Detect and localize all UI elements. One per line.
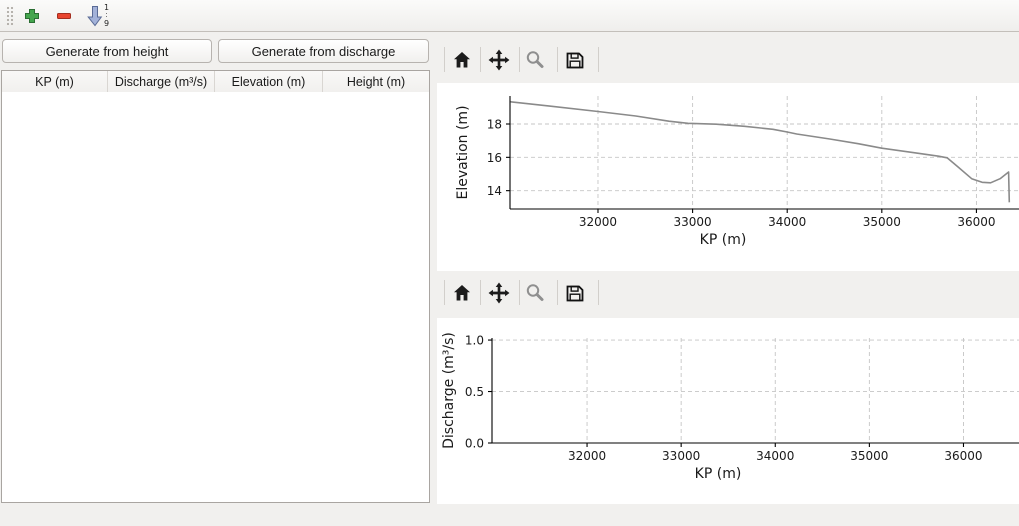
svg-text:33000: 33000 [674, 215, 712, 229]
separator [444, 47, 445, 72]
table-header-row: KP (m) Discharge (m³/s) Elevation (m) He… [2, 71, 429, 93]
plot2-pan-button[interactable] [485, 279, 512, 306]
sort-rows-button[interactable]: 1 9 [82, 2, 114, 29]
sort-digit-bottom: 9 [103, 18, 110, 28]
svg-text:35000: 35000 [850, 449, 888, 463]
separator [480, 280, 481, 305]
separator [557, 47, 558, 72]
home-icon [453, 51, 470, 67]
discharge-chart[interactable]: 32000 33000 34000 35000 36000 0.0 0.5 1.0 KP (m)… [437, 318, 1019, 504]
elevation-chart[interactable]: 32000 33000 34000 35000 36000 14 16 18 KP (m) Ele… [437, 83, 1019, 271]
plot2-zoom-button[interactable] [521, 279, 548, 306]
svg-text:36000: 36000 [957, 215, 995, 229]
points-table[interactable]: KP (m) Discharge (m³/s) Elevation (m) He… [1, 70, 430, 503]
save-icon [566, 285, 583, 301]
table-body-empty[interactable] [2, 92, 429, 502]
save-icon [566, 52, 583, 68]
plus-icon [24, 8, 39, 23]
toolbar-drag-handle[interactable] [5, 5, 14, 26]
svg-text:34000: 34000 [768, 215, 806, 229]
svg-text:KP (m): KP (m) [695, 466, 742, 482]
sort-numeric-icon [87, 5, 103, 26]
svg-text:32000: 32000 [568, 449, 606, 463]
svg-text:14: 14 [487, 184, 502, 198]
svg-text:18: 18 [487, 118, 502, 132]
generate-from-height-button[interactable]: Generate from height [2, 39, 212, 63]
plot1-home-button[interactable] [448, 46, 475, 73]
separator [444, 280, 445, 305]
pan-icon [488, 282, 509, 303]
home-icon [453, 284, 470, 300]
svg-text:1.0: 1.0 [465, 334, 484, 348]
svg-text:33000: 33000 [662, 449, 700, 463]
svg-text:0.0: 0.0 [465, 437, 484, 451]
svg-text:34000: 34000 [756, 449, 794, 463]
svg-text:KP (m): KP (m) [700, 232, 747, 248]
plot2-home-button[interactable] [448, 279, 475, 306]
remove-row-button[interactable] [50, 2, 77, 29]
sort-digit-badges: 1 9 [103, 2, 110, 28]
plot1-pan-button[interactable] [485, 46, 512, 73]
svg-text:Discharge (m³/s): Discharge (m³/s) [441, 332, 457, 449]
pan-icon [488, 49, 509, 70]
plot1-zoom-button[interactable] [521, 46, 548, 73]
separator [557, 280, 558, 305]
column-header-discharge[interactable]: Discharge (m³/s) [108, 71, 215, 92]
generate-from-discharge-button[interactable]: Generate from discharge [218, 39, 429, 63]
svg-text:35000: 35000 [863, 215, 901, 229]
separator [519, 47, 520, 72]
svg-text:16: 16 [487, 151, 502, 165]
discharge-plot-canvas[interactable]: 32000 33000 34000 35000 36000 0.0 0.5 1.0 KP (m)… [437, 318, 1019, 504]
separator [598, 47, 599, 72]
elevation-plot-canvas[interactable]: 32000 33000 34000 35000 36000 14 16 18 KP (m) Ele… [437, 83, 1019, 271]
column-header-elevation[interactable]: Elevation (m) [215, 71, 323, 92]
separator [598, 280, 599, 305]
column-header-height[interactable]: Height (m) [346, 74, 406, 89]
add-row-button[interactable] [18, 2, 45, 29]
magnifier-icon [526, 283, 543, 301]
separator [480, 47, 481, 72]
column-header-kp[interactable]: KP (m) [2, 71, 108, 92]
svg-text:32000: 32000 [579, 215, 617, 229]
svg-text:0.5: 0.5 [465, 385, 484, 399]
sort-digit-top: 1 [103, 2, 110, 12]
plot2-save-button[interactable] [561, 279, 588, 306]
panel-splitter[interactable] [430, 32, 437, 503]
magnifier-icon [526, 50, 543, 68]
svg-text:36000: 36000 [944, 449, 982, 463]
separator [519, 280, 520, 305]
svg-text:Elevation (m): Elevation (m) [455, 105, 471, 199]
plot1-save-button[interactable] [561, 46, 588, 73]
sort-dots [106, 12, 107, 19]
main-toolbar: 1 9 [0, 0, 1019, 32]
minus-icon [56, 12, 71, 19]
